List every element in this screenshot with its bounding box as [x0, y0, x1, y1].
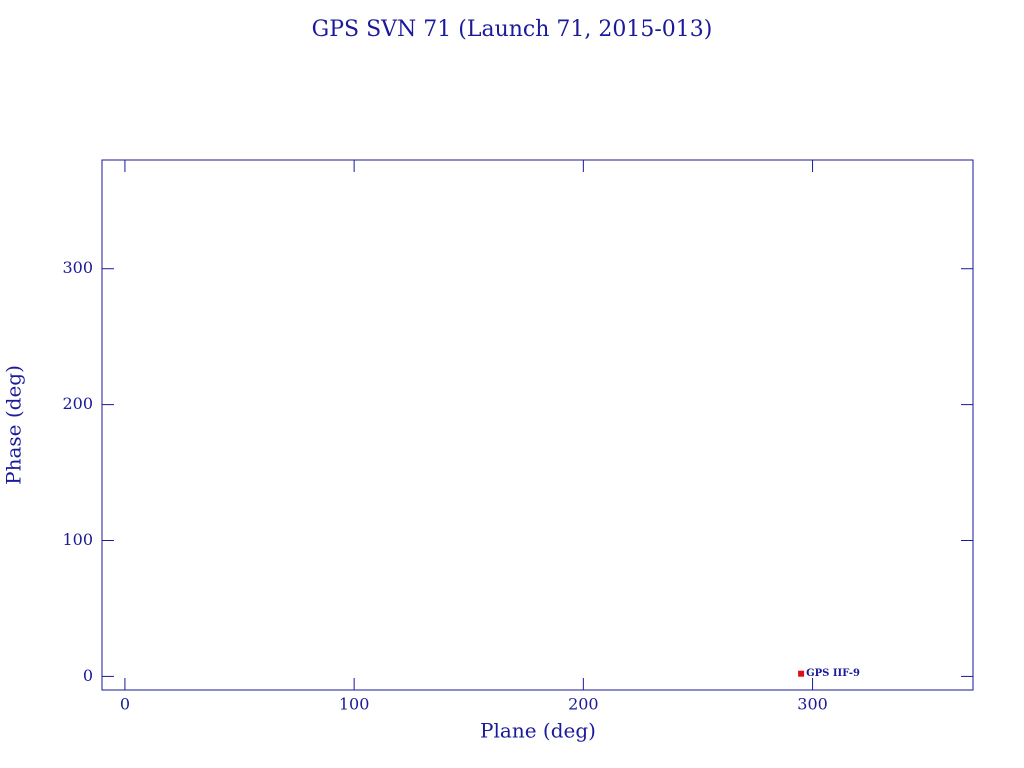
point-label: GPS IIF-9	[806, 668, 860, 679]
x-tick-label: 300	[797, 695, 828, 714]
x-axis-label: Plane (deg)	[480, 719, 596, 743]
plot-frame	[101, 159, 974, 691]
y-tick-label: 300	[62, 258, 93, 277]
chart-title: GPS SVN 71 (Launch 71, 2015-013)	[312, 17, 713, 42]
x-tick-label: 200	[568, 695, 599, 714]
y-axis-label: Phase (deg)	[2, 365, 26, 485]
y-tick-label: 0	[83, 666, 93, 685]
y-tick-label: 100	[62, 530, 93, 549]
x-tick-label: 0	[120, 695, 130, 714]
x-tick-label: 100	[339, 695, 370, 714]
data-point	[798, 670, 805, 677]
y-tick-label: 200	[62, 394, 93, 413]
